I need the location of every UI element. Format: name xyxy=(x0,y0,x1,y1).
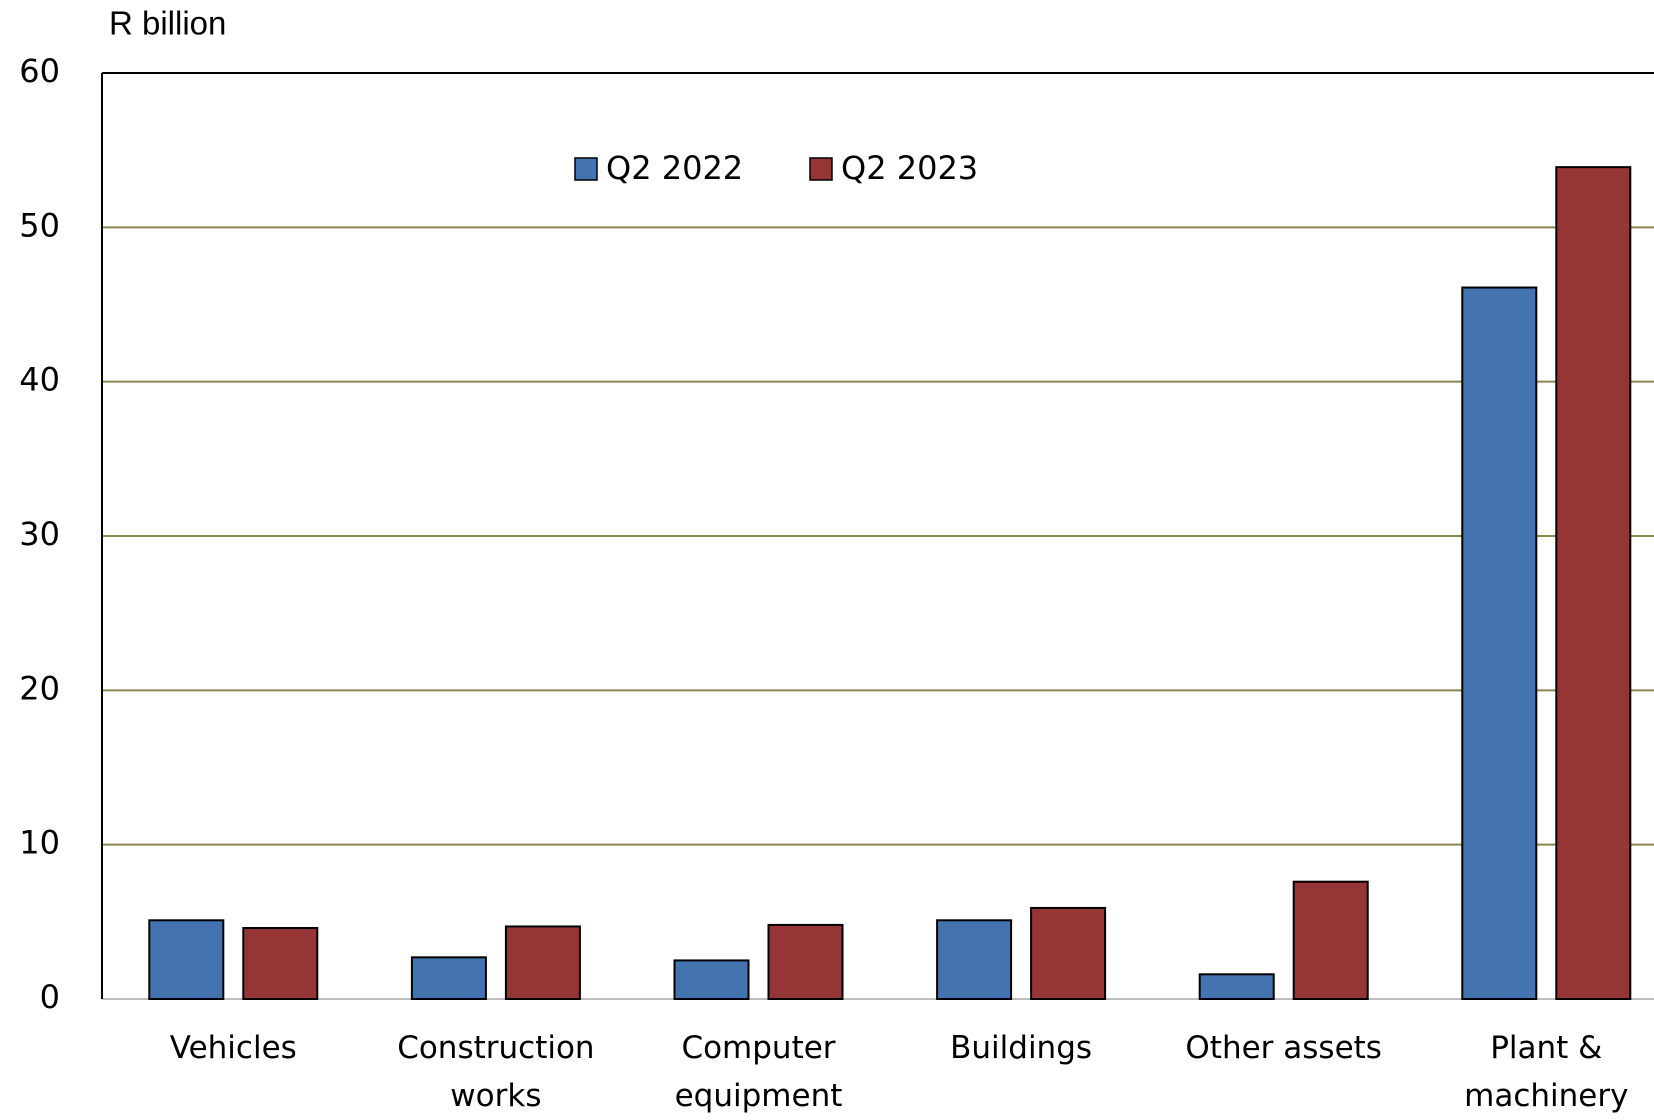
bar xyxy=(1198,973,1275,1000)
bar xyxy=(148,919,225,1000)
legend-swatch xyxy=(574,157,598,181)
legend-swatch xyxy=(809,157,833,181)
bar xyxy=(410,956,487,1001)
bar xyxy=(673,959,750,1001)
x-tick-label: Other assets xyxy=(1185,1030,1382,1066)
bar xyxy=(1555,166,1632,1001)
x-tick-label: Vehicles xyxy=(169,1030,297,1066)
x-tick-label: Construction works xyxy=(397,1030,595,1114)
y-tick-label: 40 xyxy=(19,361,60,399)
bar xyxy=(1461,286,1538,1001)
y-tick-label: 50 xyxy=(19,206,60,244)
y-axis-label: R billion xyxy=(109,5,226,42)
bar xyxy=(936,919,1013,1000)
bar xyxy=(1030,906,1107,1001)
x-tick-label: Buildings xyxy=(950,1030,1093,1066)
bar xyxy=(504,925,581,1000)
x-tick-label: Computer equipment xyxy=(674,1030,843,1114)
bar xyxy=(242,927,319,1000)
bar xyxy=(1292,880,1369,1000)
legend-label: Q2 2022 xyxy=(606,149,743,187)
y-tick-label: 10 xyxy=(19,824,60,862)
x-tick-label: Plant & machinery xyxy=(1464,1030,1629,1114)
legend-label: Q2 2023 xyxy=(841,149,978,187)
bar xyxy=(767,923,844,1000)
y-tick-label: 30 xyxy=(19,515,60,553)
y-tick-label: 0 xyxy=(40,978,60,1016)
y-tick-label: 60 xyxy=(19,52,60,90)
y-tick-label: 20 xyxy=(19,669,60,707)
